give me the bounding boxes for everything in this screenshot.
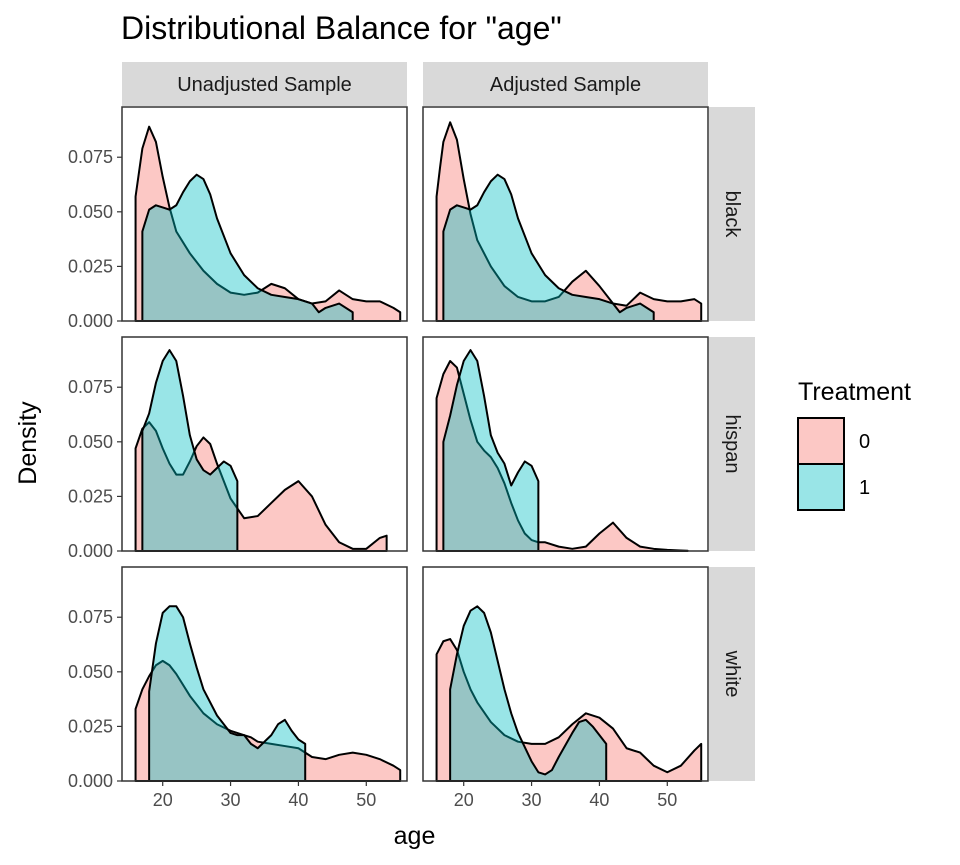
- y-tick-label: 0.025: [68, 256, 113, 276]
- density-area-treatment-1: [449, 605, 608, 782]
- legend-key-0: [797, 417, 845, 465]
- panel-background: [122, 107, 407, 321]
- density-area-treatment-0: [435, 360, 689, 552]
- legend-title: Treatment: [798, 378, 911, 406]
- facet-grid: Unadjusted Sample Adjusted Sample black his…: [68, 62, 755, 810]
- row-strip-black: [709, 107, 755, 321]
- panel-adjusted-sample-black: [422, 106, 709, 322]
- col-strip-unadjusted-sample: [122, 62, 407, 106]
- row-strip-white: [709, 567, 755, 781]
- x-tick-label: 30: [522, 790, 542, 810]
- density-area-treatment-1: [141, 173, 354, 322]
- y-tick-label: 0.000: [68, 771, 113, 791]
- panel-adjusted-sample-white: [422, 566, 709, 782]
- col-strip-label: Adjusted Sample: [490, 74, 641, 96]
- panel-unadjusted-sample-white: [121, 566, 408, 782]
- density-area-treatment-1: [141, 349, 239, 552]
- density-area-treatment-1: [148, 605, 307, 782]
- chart-title: Distributional Balance for "age": [121, 10, 562, 46]
- legend: Treatment 0 1: [797, 378, 911, 511]
- legend-key-1: [797, 463, 845, 511]
- legend-label-1: 1: [859, 477, 870, 499]
- panel-border: [121, 336, 408, 552]
- panel-adjusted-sample-hispan: [422, 336, 709, 552]
- density-area-treatment-0: [435, 121, 703, 322]
- x-tick-label: 40: [288, 790, 308, 810]
- row-strip-label: hispan: [721, 415, 743, 474]
- x-tick-label: 20: [153, 790, 173, 810]
- y-tick-label: 0.050: [68, 432, 113, 452]
- col-strip-label: Unadjusted Sample: [177, 74, 352, 96]
- panel-background: [423, 337, 708, 551]
- y-tick-label: 0.050: [68, 202, 113, 222]
- y-tick-label: 0.000: [68, 311, 113, 331]
- x-tick-label: 30: [221, 790, 241, 810]
- col-strip-adjusted-sample: [423, 62, 708, 106]
- y-tick-label: 0.075: [68, 147, 113, 167]
- panel-background: [122, 567, 407, 781]
- x-tick-label: 20: [454, 790, 474, 810]
- density-area-treatment-0: [134, 659, 402, 782]
- row-strip-hispan: [709, 337, 755, 551]
- y-axis-title: Density: [14, 401, 42, 485]
- y-tick-label: 0.075: [68, 377, 113, 397]
- y-tick-label: 0.025: [68, 716, 113, 736]
- row-strip-label: black: [721, 191, 743, 239]
- x-tick-label: 40: [589, 790, 609, 810]
- y-tick-label: 0.075: [68, 607, 113, 627]
- panel-border: [422, 106, 709, 322]
- x-tick-label: 50: [356, 790, 376, 810]
- panel-border: [422, 336, 709, 552]
- panel-border: [422, 566, 709, 782]
- panel-background: [122, 337, 407, 551]
- x-tick-label: 50: [657, 790, 677, 810]
- density-area-treatment-0: [435, 638, 703, 782]
- density-area-treatment-1: [442, 349, 540, 552]
- x-axis-title: age: [394, 822, 436, 850]
- row-strip-label: white: [721, 650, 743, 698]
- y-tick-label: 0.025: [68, 486, 113, 506]
- density-area-treatment-0: [134, 421, 388, 552]
- legend-label-0: 0: [859, 431, 870, 453]
- panel-border: [121, 106, 408, 322]
- y-tick-label: 0.000: [68, 541, 113, 561]
- density-area-treatment-1: [442, 173, 655, 322]
- panel-unadjusted-sample-black: [121, 106, 408, 322]
- y-tick-label: 0.050: [68, 662, 113, 682]
- panel-unadjusted-sample-hispan: [121, 336, 408, 552]
- panel-border: [121, 566, 408, 782]
- density-area-treatment-0: [134, 125, 402, 322]
